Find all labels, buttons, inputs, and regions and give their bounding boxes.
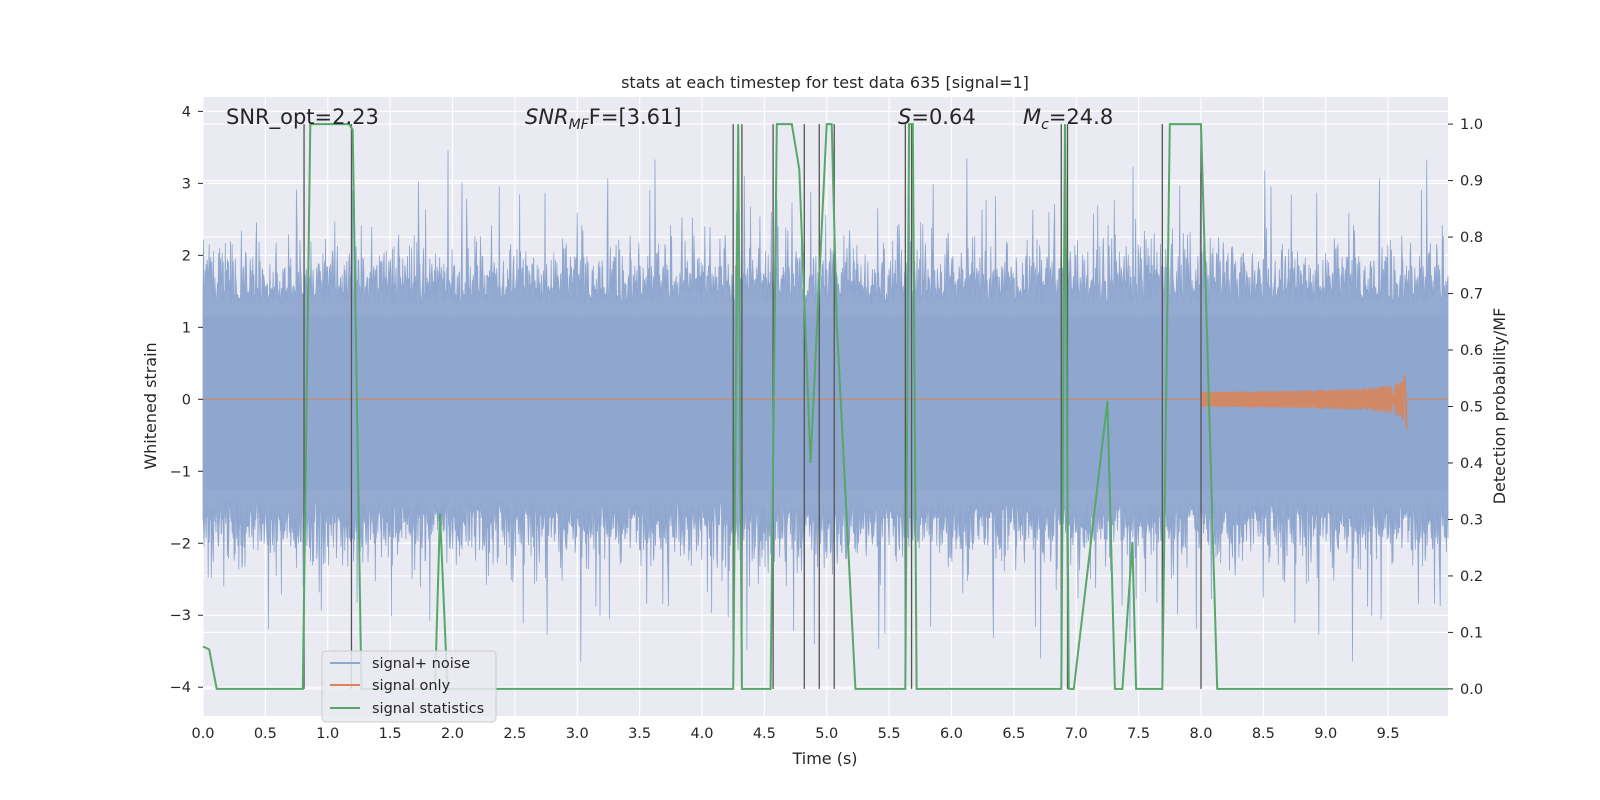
chart-title: stats at each timestep for test data 635… <box>621 73 1029 92</box>
y-axis-label: Whitened strain <box>141 342 160 469</box>
snr-mf-annotation: SNRMFF=[3.61] <box>525 105 682 133</box>
y2-tick-label: 0.7 <box>1460 287 1483 303</box>
s-annotation: S=0.64 <box>898 105 976 129</box>
x-tick-label: 4.5 <box>753 726 776 742</box>
y-tick-label: −1 <box>170 464 191 480</box>
legend-box <box>321 650 497 723</box>
x-axis-ticks: 0.0 0.5 1.0 1.5 2.0 2.5 3.0 3.5 4.0 4.5 5.0 5.5 6.0 6… <box>191 726 1399 742</box>
y2-tick-label: 0.3 <box>1460 512 1483 528</box>
signal-statistics-series <box>202 123 1448 690</box>
y-tick-label: 4 <box>182 104 191 120</box>
x-tick-label: 2.0 <box>441 726 464 742</box>
y2-tick-label: 0.6 <box>1460 343 1483 359</box>
legend-label-stats: signal statistics <box>372 701 484 717</box>
signal-only-series <box>203 374 1448 429</box>
y2-tick-label: 0.0 <box>1460 682 1483 698</box>
y2-tick-label: 0.2 <box>1460 569 1483 585</box>
x-tick-label: 1.0 <box>316 726 339 742</box>
x-tick-label: 8.5 <box>1252 726 1275 742</box>
y-axis-ticks: 4 3 2 1 0 −1 −2 −3 −4 <box>170 104 203 696</box>
y-tick-label: −3 <box>170 608 191 624</box>
snr-opt-annotation: SNR_opt=2.23 <box>226 105 379 130</box>
x-tick-label: 9.5 <box>1377 726 1400 742</box>
y2-tick-label: 0.8 <box>1460 230 1483 246</box>
mc-annotation: Mc=24.8 <box>1023 105 1113 133</box>
x-tick-label: 0.5 <box>254 726 277 742</box>
x-tick-label: 3.0 <box>566 726 589 742</box>
y2-tick-label: 0.4 <box>1460 456 1483 472</box>
y2-axis-label: Detection probability/MF <box>1490 308 1509 505</box>
y2-tick-label: 0.9 <box>1460 174 1483 190</box>
y-tick-label: 2 <box>182 248 191 264</box>
legend: signal+ noise signal only signal statist… <box>321 650 497 723</box>
x-tick-label: 1.5 <box>379 726 402 742</box>
x-tick-label: 5.0 <box>815 726 838 742</box>
x-tick-label: 3.5 <box>628 726 651 742</box>
s-main: S <box>898 105 911 129</box>
snr-mf-main: SNR <box>525 105 569 129</box>
x-tick-label: 5.5 <box>878 726 901 742</box>
x-tick-label: 4.0 <box>690 726 713 742</box>
y2-axis-ticks: 1.0 0.9 0.8 0.7 0.6 0.5 0.4 0.3 0.2 0.1 0.0 <box>1448 117 1483 698</box>
y2-tick-label: 1.0 <box>1460 117 1483 133</box>
y-tick-label: 1 <box>182 320 191 336</box>
mc-rest: =24.8 <box>1049 105 1113 129</box>
x-axis-label: Time (s) <box>791 749 857 768</box>
y-tick-label: −4 <box>170 680 191 696</box>
mc-main: M <box>1023 105 1041 129</box>
x-tick-label: 9.0 <box>1314 726 1337 742</box>
x-tick-label: 6.5 <box>1002 726 1025 742</box>
x-tick-label: 7.5 <box>1127 726 1150 742</box>
snr-mf-rest: F=[3.61] <box>589 105 682 129</box>
x-tick-label: 8.0 <box>1189 726 1212 742</box>
legend-label-signal: signal only <box>372 678 451 694</box>
x-tick-label: 6.0 <box>940 726 963 742</box>
signal-only-line <box>203 374 1448 429</box>
y-tick-label: −2 <box>170 536 191 552</box>
y-tick-label: 3 <box>182 176 191 192</box>
mc-sub: c <box>1041 117 1049 133</box>
noise-series <box>202 150 1449 662</box>
y2-tick-label: 0.5 <box>1460 400 1483 416</box>
signal-statistics-line <box>202 123 1448 690</box>
y2-tick-label: 0.1 <box>1460 625 1483 641</box>
x-tick-label: 7.0 <box>1065 726 1088 742</box>
legend-label-noise: signal+ noise <box>372 656 470 672</box>
x-tick-label: 2.5 <box>503 726 526 742</box>
x-tick-label: 0.0 <box>191 726 214 742</box>
y-tick-label: 0 <box>182 392 191 408</box>
snr-mf-sub: MF <box>569 117 590 133</box>
s-rest: =0.64 <box>911 105 975 129</box>
